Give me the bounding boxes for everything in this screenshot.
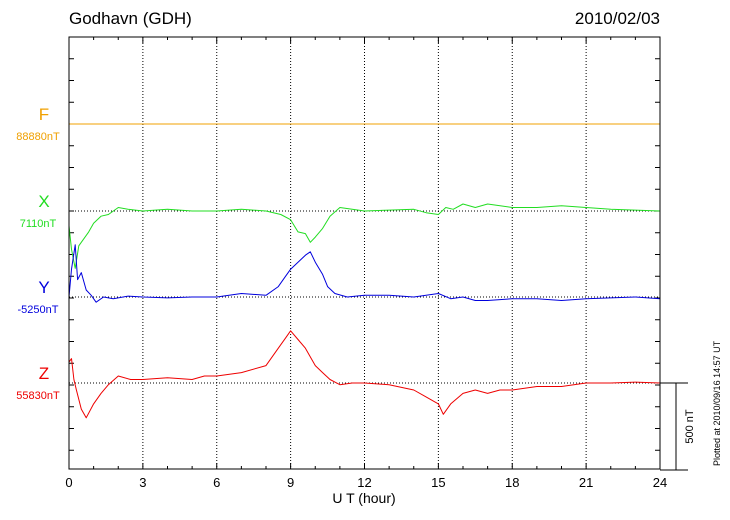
series-name-z: Z bbox=[39, 364, 49, 383]
x-tick-label: 21 bbox=[579, 475, 593, 490]
x-tick-label: 24 bbox=[653, 475, 667, 490]
grid-layer bbox=[68, 37, 688, 471]
label-layer: 0 3 6 9 12 15 18 21 24 F 88880nT X 7110nT Y -5250nT Z 55… bbox=[16, 105, 667, 490]
series-line-y bbox=[68, 244, 661, 303]
series-line-z bbox=[68, 330, 661, 419]
date-label: 2010/02/03 bbox=[574, 9, 660, 28]
series-baseline-f: 88880nT bbox=[16, 131, 60, 143]
series-line-x bbox=[68, 203, 661, 269]
plotted-timestamp: Plotted at 2010/09/16 14:57 UT bbox=[712, 340, 722, 466]
plot-frame bbox=[68, 36, 661, 470]
series-name-y: Y bbox=[38, 278, 49, 297]
x-tick-label: 3 bbox=[139, 475, 146, 490]
station-title: Godhavn (GDH) bbox=[69, 9, 192, 28]
x-tick-label: 18 bbox=[505, 475, 519, 490]
x-axis-label: U T (hour) bbox=[332, 490, 395, 506]
series-name-f: F bbox=[39, 105, 49, 124]
series-baseline-y: -5250nT bbox=[18, 304, 59, 316]
x-tick-label: 12 bbox=[357, 475, 371, 490]
x-tick-label: 9 bbox=[287, 475, 294, 490]
series-name-x: X bbox=[38, 192, 49, 211]
x-tick-label: 15 bbox=[431, 475, 445, 490]
series-baseline-z: 55830nT bbox=[16, 390, 60, 402]
series-layer bbox=[68, 123, 661, 419]
x-tick-label: 0 bbox=[65, 475, 72, 490]
series-baseline-x: 7110nT bbox=[20, 218, 57, 230]
x-tick-label: 6 bbox=[213, 475, 220, 490]
scale-bar-label: 500 nT bbox=[684, 409, 696, 444]
